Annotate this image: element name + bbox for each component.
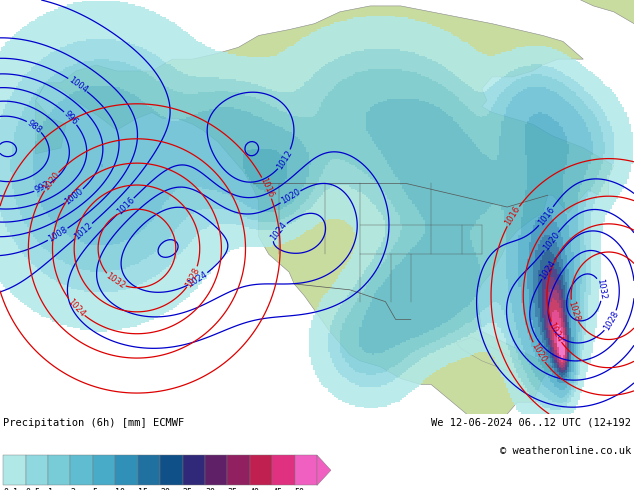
Text: 0.1: 0.1 bbox=[3, 489, 18, 490]
Text: 988: 988 bbox=[25, 118, 44, 135]
Bar bbox=[48, 455, 70, 486]
Text: 1032: 1032 bbox=[595, 278, 607, 300]
Text: 1028: 1028 bbox=[566, 299, 581, 322]
Text: 992: 992 bbox=[34, 180, 51, 195]
Text: 1008: 1008 bbox=[46, 225, 69, 244]
Polygon shape bbox=[512, 0, 634, 118]
Text: 30: 30 bbox=[205, 489, 215, 490]
Text: 1024: 1024 bbox=[547, 321, 564, 343]
Text: © weatheronline.co.uk: © weatheronline.co.uk bbox=[500, 446, 631, 456]
Bar bbox=[3, 455, 25, 486]
Bar bbox=[160, 455, 183, 486]
Text: 1012: 1012 bbox=[73, 221, 94, 242]
Text: 1012: 1012 bbox=[276, 148, 294, 171]
Text: 1020: 1020 bbox=[529, 341, 548, 364]
Text: 40: 40 bbox=[250, 489, 260, 490]
Text: 1024: 1024 bbox=[538, 258, 558, 281]
Text: 1016: 1016 bbox=[536, 205, 556, 227]
Text: 15: 15 bbox=[138, 489, 148, 490]
Text: 5: 5 bbox=[93, 489, 98, 490]
Text: 1016: 1016 bbox=[115, 196, 136, 217]
Bar bbox=[205, 455, 228, 486]
Text: 35: 35 bbox=[228, 489, 237, 490]
Text: 1024: 1024 bbox=[186, 270, 209, 289]
Text: 0.5: 0.5 bbox=[25, 489, 41, 490]
Bar bbox=[25, 455, 48, 486]
Text: 45: 45 bbox=[272, 489, 282, 490]
Bar bbox=[183, 455, 205, 486]
Text: Precipitation (6h) [mm] ECMWF: Precipitation (6h) [mm] ECMWF bbox=[3, 418, 184, 428]
Text: 1028: 1028 bbox=[602, 310, 621, 332]
Bar bbox=[228, 455, 250, 486]
Text: 1024: 1024 bbox=[268, 220, 288, 242]
Bar bbox=[70, 455, 93, 486]
Text: 2: 2 bbox=[70, 489, 75, 490]
Text: 1016: 1016 bbox=[259, 176, 275, 199]
Text: 1024: 1024 bbox=[66, 297, 87, 318]
Polygon shape bbox=[317, 455, 331, 486]
Bar bbox=[93, 455, 115, 486]
Bar bbox=[138, 455, 160, 486]
Text: 1016: 1016 bbox=[503, 205, 522, 227]
Text: 1028: 1028 bbox=[184, 266, 202, 289]
Text: 1004: 1004 bbox=[67, 75, 89, 95]
Bar bbox=[115, 455, 138, 486]
Text: 1000: 1000 bbox=[63, 186, 85, 206]
Text: 1: 1 bbox=[48, 489, 53, 490]
Text: 25: 25 bbox=[183, 489, 193, 490]
Polygon shape bbox=[456, 337, 522, 372]
Text: 50: 50 bbox=[295, 489, 304, 490]
Text: 1032: 1032 bbox=[104, 271, 127, 291]
Text: 1020: 1020 bbox=[279, 188, 302, 206]
Text: 1020: 1020 bbox=[41, 170, 61, 192]
Bar bbox=[272, 455, 295, 486]
Polygon shape bbox=[36, 6, 614, 426]
Bar bbox=[295, 455, 317, 486]
Text: 20: 20 bbox=[160, 489, 170, 490]
Text: 996: 996 bbox=[62, 109, 79, 127]
Text: 1020: 1020 bbox=[541, 230, 561, 252]
Bar bbox=[250, 455, 272, 486]
Text: 10: 10 bbox=[115, 489, 126, 490]
Text: We 12-06-2024 06..12 UTC (12+192: We 12-06-2024 06..12 UTC (12+192 bbox=[431, 418, 631, 428]
